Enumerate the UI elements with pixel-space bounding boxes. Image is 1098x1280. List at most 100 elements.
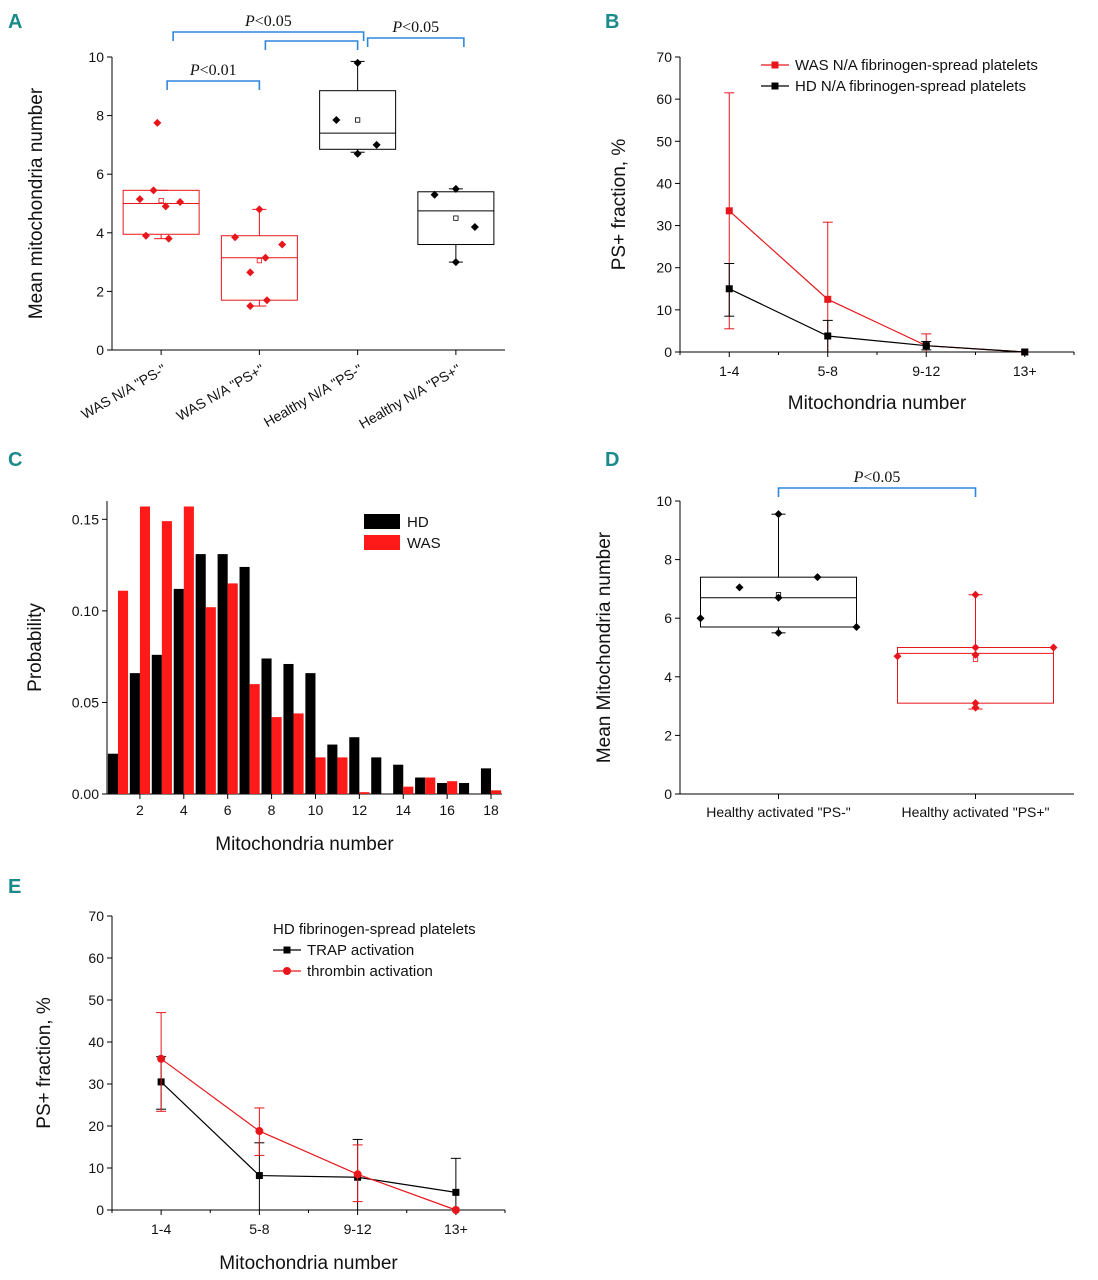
chart-b-ytick-label: 40 [656,175,672,191]
chart-d-data-point [971,590,980,599]
chart-b-data-point [725,207,733,215]
chart-b-ytick-label: 30 [656,218,672,234]
chart-b-category-label: 5-8 [818,363,838,379]
chart-d-ytick-label: 6 [664,610,672,626]
chart-a-data-point [176,198,185,207]
chart-a-p-value-threshold: <0.05 [402,19,439,36]
chart-b-legend-swatch-marker [771,61,779,69]
chart-a-data-point [261,253,270,262]
panel-d: 0 2 4 6 8 10 Healthy activated "PS-" Healthy ac… [594,469,1074,820]
chart-e-ytick-label: 30 [88,1076,104,1092]
chart-a-p-value-threshold: <0.01 [200,62,237,79]
chart-c-legend-label: WAS [407,535,441,552]
chart-d-data-point [774,628,783,637]
chart-a-data-point [255,205,264,214]
chart-b-data-point [725,285,733,293]
chart-e-data-point [451,1206,460,1214]
chart-c-xtick-label: 10 [308,802,324,818]
chart-d-data-point [852,622,861,631]
chart-a-mean-marker [453,215,459,221]
chart-e-ytick-label: 70 [88,908,104,924]
chart-c-ytick-label: 0.00 [72,786,99,802]
chart-e-data-point [255,1172,263,1180]
chart-c-bar-was [227,583,238,794]
chart-a-category-label: WAS N/A "PS+" [174,361,267,424]
chart-e-legend-label: thrombin activation [307,963,433,980]
chart-d-ytick-label: 4 [664,669,672,685]
chart-b-y-axis-title: PS+ fraction, % [609,139,630,271]
chart-c-bar-hd [195,554,206,794]
chart-a-data-point [141,231,150,240]
chart-e-legend-title: HD fibrinogen-spread platelets [273,921,476,938]
chart-a-data-point [135,195,144,204]
chart-e-data-point [452,1188,460,1196]
chart-a-data-point [430,190,439,199]
chart-d-data-point [971,699,980,708]
chart-c-ytick-label: 0.05 [72,694,99,710]
chart-c-bar-was [425,777,436,794]
chart-c-bar-hd [415,777,426,794]
panel-letter-d: D [605,449,619,471]
chart-a-p-value-symbol: P [391,19,402,36]
chart-c-xtick-label: 18 [483,802,499,818]
chart-d-data-point [971,643,980,652]
chart-e-legend-swatch-marker [283,967,291,975]
chart-d-data-point [696,614,705,623]
chart-c-xtick-label: 16 [439,802,455,818]
chart-d-ytick-label: 0 [664,786,672,802]
chart-c-legend-swatch [364,514,400,529]
chart-c-bar-was [183,506,194,794]
chart-c-bar-hd [349,737,360,794]
chart-a-category-label: Healthy N/A "PS+" [356,361,463,432]
chart-a-ytick-label: 6 [96,166,104,182]
chart-b-category-label: 1-4 [719,363,739,379]
chart-a-data-point [149,186,158,195]
chart-e-ytick-label: 10 [88,1160,104,1176]
chart-c-bar-hd [305,673,316,794]
chart-e-category-label: 1-4 [151,1221,171,1237]
chart-b-x-axis-title: Mitochondria number [788,393,967,414]
chart-d-ytick-label: 2 [664,727,672,743]
chart-d-p-value-symbol: P [853,469,864,486]
chart-e-series-line [160,1058,457,1211]
chart-b-category-label: 9-12 [912,363,940,379]
chart-c-bar-was [315,757,326,794]
chart-a-p-value-symbol: P [189,62,200,79]
chart-c-bar-hd [458,783,470,794]
chart-c-bar-was [249,684,260,794]
chart-b-data-point [922,342,930,350]
chart-c-bar-was [139,506,151,794]
chart-e-category-label: 9-12 [344,1221,372,1237]
chart-c-x-axis-title: Mitochondria number [215,834,394,855]
chart-d-ytick-label: 8 [664,552,672,568]
chart-a-box [122,189,200,235]
chart-a-ytick-label: 8 [96,108,104,124]
chart-a-data-point [153,118,162,127]
chart-a-ytick-label: 0 [96,342,104,358]
chart-a-mean-marker [355,117,361,123]
panel-letter-a: A [8,11,22,33]
chart-a-p-value-label: P<0.05 [244,13,292,30]
chart-e-ytick-label: 0 [96,1202,104,1218]
chart-a-mean-marker [256,258,262,264]
chart-a-data-point [246,302,255,311]
chart-b-legend-label: HD N/A fibrinogen-spread platelets [795,78,1026,95]
chart-c-bar-hd [261,658,272,794]
chart-c-ytick-label: 0.15 [72,511,99,527]
chart-c-xtick-label: 12 [352,802,368,818]
chart-c-bar-hd [151,654,162,794]
chart-b-data-point [824,295,832,303]
chart-c-bar-hd [393,764,404,794]
chart-d-data-point [735,583,744,592]
chart-e-category-label: 5-8 [249,1221,269,1237]
chart-b-data-point [1021,348,1029,356]
chart-c-bar-hd [217,554,228,794]
chart-a-category-label: Healthy N/A "PS-" [261,361,365,430]
chart-d-data-point [774,510,783,519]
chart-c-bar-was [359,792,370,794]
chart-d-p-value-threshold: <0.05 [863,469,900,486]
chart-c-bar-hd [173,588,184,794]
chart-d-data-point [893,652,902,661]
chart-c-bar-hd [107,753,118,794]
chart-e-data-point [353,1170,362,1179]
